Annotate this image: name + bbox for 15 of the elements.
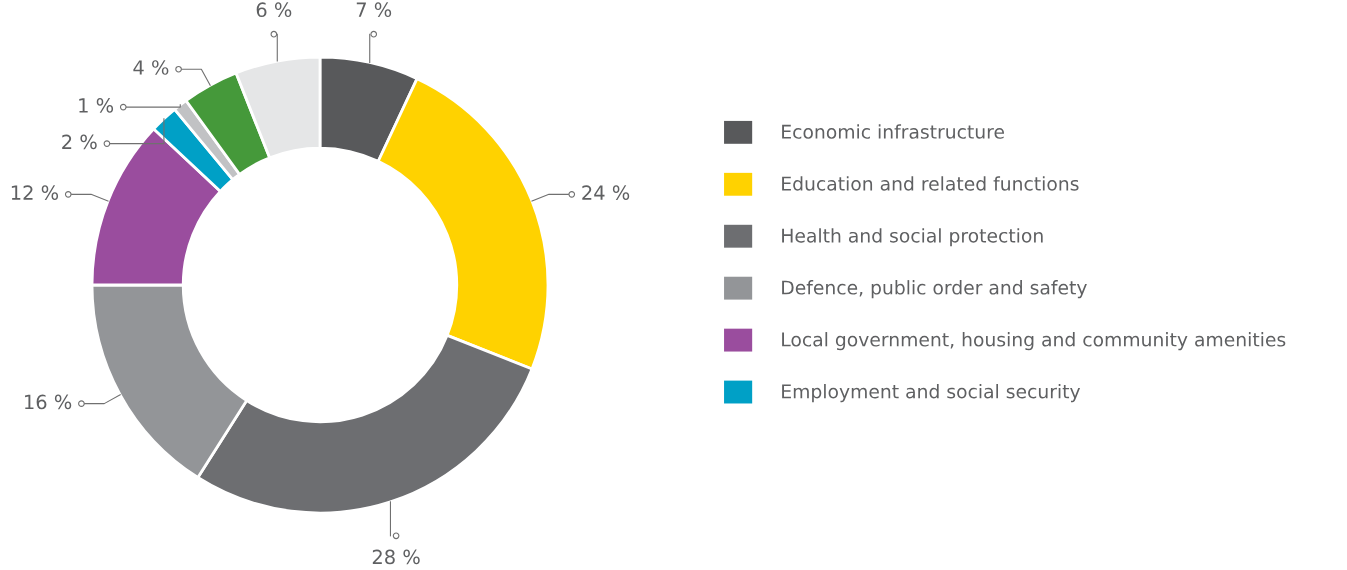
- legend-label: Economic infrastructure: [782, 124, 1004, 139]
- data-label: 4 %: [133, 60, 169, 75]
- data-label: 24 %: [582, 185, 630, 200]
- data-label: 2 %: [62, 134, 97, 150]
- legend-label: Employment and social security: [782, 383, 1081, 403]
- data-label: 28 %: [372, 549, 420, 565]
- legend-label: Defence, public order and safety: [782, 280, 1087, 299]
- legend-label: Health and social protection: [782, 228, 1043, 247]
- data-label: 6 %: [256, 2, 292, 18]
- legend-label: Education and related functions: [782, 176, 1079, 191]
- legend-label: Local government, housing and community amenities: [782, 332, 1286, 351]
- data-label: 7 %: [356, 2, 392, 18]
- data-label: 1 %: [79, 98, 114, 113]
- data-label: 12 %: [11, 185, 59, 200]
- data-label: 16 %: [25, 394, 72, 410]
